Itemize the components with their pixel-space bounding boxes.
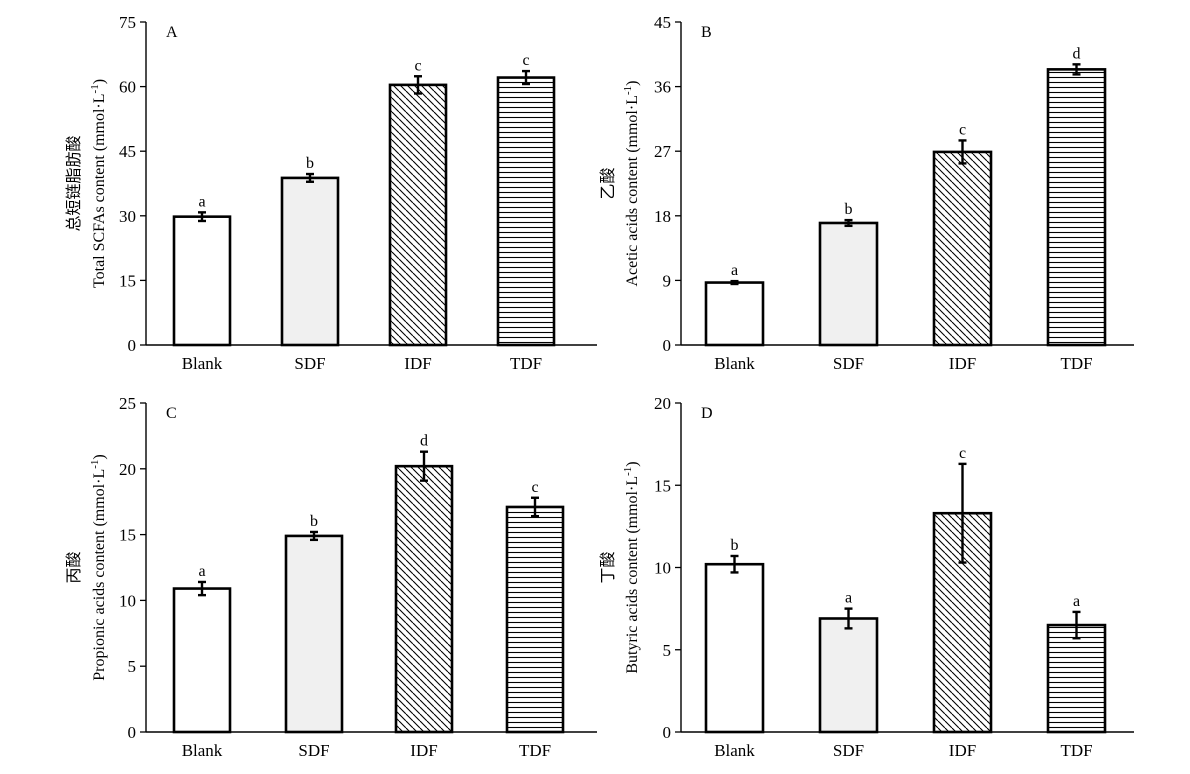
category-label: IDF — [949, 741, 976, 760]
bar-idf — [388, 83, 448, 347]
y-tick-label: 5 — [128, 657, 137, 676]
panel-label: C — [166, 405, 177, 422]
category-label: SDF — [833, 741, 864, 760]
y-tick-label: 45 — [654, 13, 671, 32]
significance-letter: c — [522, 52, 529, 69]
significance-letter: c — [531, 479, 538, 496]
significance-letter: a — [198, 563, 205, 580]
y-axis-label: Acetic acids content (mmol·L-1) — [622, 81, 641, 287]
significance-letter: b — [845, 201, 853, 218]
y-tick-label: 10 — [119, 591, 136, 610]
significance-letter: b — [310, 513, 318, 530]
panel-label: D — [701, 405, 713, 422]
panel-c: a Blank b SDF d IDF c TDF 0 5 10 15 20 25 C 丙酸 Propionic… — [64, 394, 597, 760]
bar-tdf — [1046, 68, 1107, 347]
y-tick-label: 15 — [654, 476, 671, 495]
significance-letter: a — [845, 590, 852, 607]
panel-b: a Blank b SDF c IDF d TDF 0 9 18 27 36 45 B 乙酸 Acetic ac… — [598, 13, 1134, 373]
y-axis-label-cn: 丙酸 — [64, 551, 83, 583]
y-tick-label: 60 — [119, 78, 136, 97]
y-tick-label: 25 — [119, 394, 136, 413]
category-label: TDF — [510, 354, 542, 373]
y-axis-label-cn: 乙酸 — [598, 167, 617, 199]
y-axis-label-close: ) — [91, 454, 108, 459]
y-tick-label: 10 — [654, 559, 671, 578]
panel-label: B — [701, 24, 712, 41]
significance-letter: a — [731, 262, 738, 279]
category-label: IDF — [404, 354, 431, 373]
y-tick-label: 15 — [119, 271, 136, 290]
panel-label: A — [166, 24, 178, 41]
significance-letter: d — [420, 433, 428, 450]
y-axis-label-superscript: -1 — [89, 84, 101, 93]
significance-letter: c — [959, 121, 966, 138]
y-tick-label: 18 — [654, 207, 671, 226]
panel-a: a Blank b SDF c IDF c TDF 0 15 30 45 60 75 A 总短链脂肪酸 Tota… — [64, 13, 597, 373]
category-label: TDF — [519, 741, 551, 760]
bar-sdf — [284, 534, 344, 734]
bar-idf — [932, 150, 993, 347]
y-axis-label-close: ) — [91, 79, 108, 84]
y-axis-label-close: ) — [624, 81, 641, 86]
category-label: TDF — [1060, 354, 1092, 373]
category-label: TDF — [1060, 741, 1092, 760]
bar-tdf — [496, 76, 556, 347]
category-label: SDF — [833, 354, 864, 373]
y-axis-label-superscript: -1 — [622, 86, 634, 95]
y-tick-label: 30 — [119, 207, 136, 226]
y-tick-label: 36 — [654, 78, 671, 97]
y-tick-label: 45 — [119, 142, 136, 161]
y-tick-label: 27 — [654, 142, 672, 161]
category-label: Blank — [182, 741, 223, 760]
y-tick-label: 20 — [119, 460, 136, 479]
y-axis-label: Total SCFAs content (mmol·L-1) — [89, 79, 108, 288]
bar-sdf — [818, 221, 879, 347]
bar-sdf — [280, 176, 340, 347]
significance-letter: a — [1073, 593, 1080, 610]
category-label: IDF — [949, 354, 976, 373]
significance-letter: b — [731, 537, 739, 554]
y-tick-label: 20 — [654, 394, 671, 413]
y-axis-label-superscript: -1 — [622, 467, 634, 476]
significance-letter: c — [414, 57, 421, 74]
category-label: Blank — [714, 741, 755, 760]
category-label: Blank — [182, 354, 223, 373]
bar-blank — [172, 587, 232, 734]
significance-letter: d — [1073, 45, 1081, 62]
y-axis-label-cn: 总短链脂肪酸 — [64, 135, 83, 231]
y-axis-label-cn: 丁酸 — [598, 551, 617, 583]
bar-blank — [172, 215, 232, 347]
significance-letter: b — [306, 155, 314, 172]
y-tick-label: 0 — [128, 336, 137, 355]
bar-tdf — [505, 505, 565, 734]
bar-idf — [394, 464, 454, 734]
y-tick-label: 0 — [128, 723, 137, 742]
y-tick-label: 15 — [119, 526, 136, 545]
significance-letter: a — [198, 193, 205, 210]
panel-d: b Blank a SDF c IDF a TDF 0 5 10 15 20 D 丁酸 Butyric aci… — [598, 394, 1134, 760]
bar-blank — [704, 281, 765, 347]
significance-letter: c — [959, 445, 966, 462]
y-tick-label: 9 — [663, 271, 672, 290]
category-label: SDF — [298, 741, 329, 760]
y-tick-label: 0 — [663, 723, 672, 742]
bar-tdf — [1046, 623, 1107, 734]
y-tick-label: 75 — [119, 13, 136, 32]
bar-blank — [704, 562, 765, 734]
category-label: Blank — [714, 354, 755, 373]
y-axis-label-close: ) — [624, 461, 641, 466]
y-axis-label: Butyric acids content (mmol·L-1) — [622, 461, 641, 673]
category-label: SDF — [294, 354, 325, 373]
y-axis-label: Propionic acids content (mmol·L-1) — [89, 454, 108, 680]
y-axis-label-superscript: -1 — [89, 460, 101, 469]
category-label: IDF — [410, 741, 437, 760]
y-tick-label: 5 — [663, 641, 672, 660]
y-tick-label: 0 — [663, 336, 672, 355]
bar-sdf — [818, 617, 879, 734]
